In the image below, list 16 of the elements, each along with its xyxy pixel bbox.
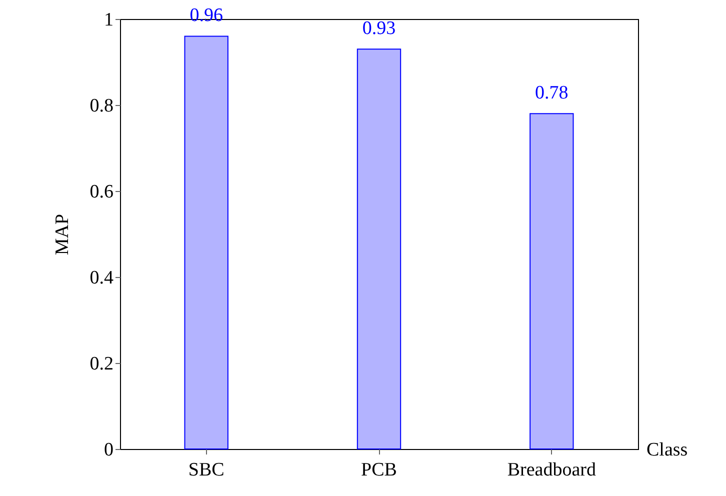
x-tick-label: SBC <box>188 460 224 480</box>
y-tick-label: 0.4 <box>90 268 114 288</box>
y-tick-label: 0.6 <box>90 182 114 202</box>
bar <box>356 48 402 450</box>
y-axis-title: MAP <box>52 214 73 256</box>
data-label: 0.93 <box>362 18 396 40</box>
x-axis-title: Class <box>646 440 688 460</box>
y-tick-label: 0 <box>104 440 114 460</box>
bar <box>184 36 228 450</box>
y-tick-label: 0.2 <box>90 354 114 374</box>
data-label: 0.78 <box>535 82 568 104</box>
y-tick-label: 0.8 <box>90 96 114 116</box>
y-tick-label: 1 <box>104 10 114 30</box>
bar <box>530 113 574 450</box>
x-tick-label: Breadboard <box>507 460 596 480</box>
x-tick-label: PCB <box>361 460 397 480</box>
